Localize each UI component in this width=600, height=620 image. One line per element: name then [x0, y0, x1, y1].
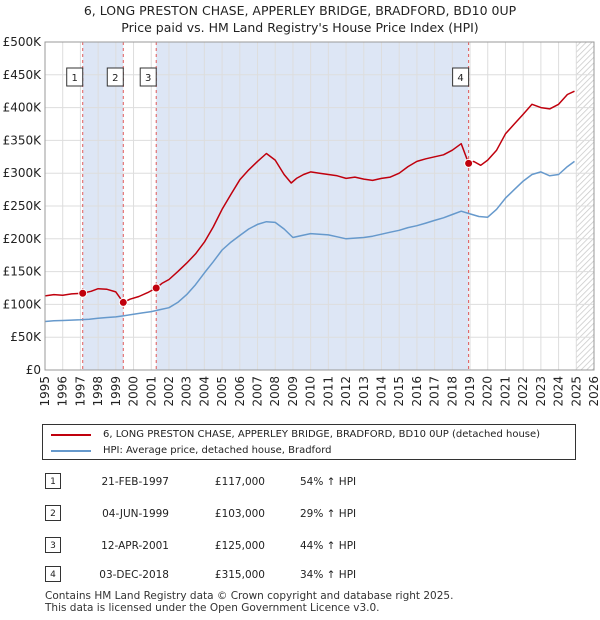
x-tick-label: 2000 — [127, 376, 141, 407]
legend-label-property: 6, LONG PRESTON CHASE, APPERLEY BRIDGE, … — [103, 429, 541, 440]
sale-marker-box — [452, 67, 470, 87]
x-tick-label: 2011 — [321, 376, 335, 407]
x-tick-label: 2012 — [339, 376, 353, 407]
legend-label-hpi: HPI: Average price, detached house, Brad… — [103, 445, 332, 456]
x-tick-label: 2004 — [197, 376, 211, 407]
x-tick-label: 2022 — [516, 376, 530, 407]
sale-marker-number: 2 — [112, 73, 118, 84]
sale-number-badge: 3 — [45, 537, 61, 553]
sale-marker-box — [106, 67, 124, 87]
sale-price: £125,000 — [214, 540, 265, 552]
x-tick-label: 2020 — [481, 376, 495, 407]
table-row: 3 12-APR-2001 £125,000 44% ↑ HPI — [45, 536, 425, 556]
y-tick-label: £250K — [3, 199, 43, 213]
x-tick-label: 2008 — [268, 376, 282, 407]
x-tick-label: 2025 — [569, 376, 583, 407]
hpi-line — [45, 160, 575, 323]
sale-marker-number: 1 — [72, 73, 78, 84]
x-tick-label: 2023 — [534, 376, 548, 407]
x-tick-label: 1995 — [38, 376, 52, 407]
plot-frame — [44, 41, 595, 371]
x-tick-label: 2009 — [286, 376, 300, 407]
x-tick-label: 2014 — [374, 376, 388, 407]
sale-date: 12-APR-2001 — [101, 540, 169, 552]
y-tick-label: £0 — [26, 363, 41, 377]
sale-point — [464, 158, 474, 168]
x-tick-label: 2002 — [162, 376, 176, 407]
sale-number-badge: 1 — [45, 473, 61, 489]
x-tick-label: 2021 — [498, 376, 512, 407]
sale-hpi-change: 44% ↑ HPI — [300, 540, 357, 552]
x-tick-label: 2001 — [144, 376, 158, 407]
price-chart: 1 2 3 4 £0 £50K £100K £150K £200K £250K £300K £350… — [3, 35, 600, 407]
table-row: 2 04-JUN-1999 £103,000 29% ↑ HPI — [45, 504, 425, 524]
x-tick-label: 2006 — [233, 376, 247, 407]
sale-point — [118, 297, 128, 307]
sale-date: 03-DEC-2018 — [99, 569, 169, 581]
x-tick-label: 2007 — [251, 376, 265, 407]
y-tick-label: £50K — [10, 330, 42, 344]
sale-marker-box — [66, 67, 84, 87]
x-tick-label: 2013 — [357, 376, 371, 407]
x-tick-label: 2005 — [215, 376, 229, 407]
sale-marker-number: 3 — [145, 73, 151, 84]
x-tick-label: 2024 — [552, 376, 566, 407]
sale-hpi-change: 54% ↑ HPI — [300, 476, 357, 488]
chart-subtitle: Price paid vs. HM Land Registry's House … — [121, 20, 479, 35]
sale-point — [151, 283, 161, 293]
x-tick-label: 2003 — [180, 376, 194, 407]
sale-number-badge: 4 — [45, 566, 61, 582]
y-tick-label: £500K — [3, 35, 43, 49]
y-tick-label: £300K — [3, 166, 43, 180]
sale-hpi-change: 29% ↑ HPI — [300, 508, 357, 520]
x-tick-label: 1999 — [109, 376, 123, 407]
y-tick-label: £200K — [3, 232, 43, 246]
table-row: 1 21-FEB-1997 £117,000 54% ↑ HPI — [45, 472, 425, 492]
x-tick-label: 2015 — [392, 376, 406, 407]
footer-copyright: Contains HM Land Registry data © Crown c… — [45, 590, 454, 602]
y-tick-label: £150K — [3, 265, 43, 279]
footer-licence: This data is licensed under the Open Gov… — [45, 602, 380, 614]
y-tick-label: £450K — [3, 68, 43, 82]
sale-date: 21-FEB-1997 — [101, 476, 169, 488]
sale-marker-number: 4 — [457, 73, 463, 84]
sale-price: £103,000 — [214, 508, 265, 520]
x-tick-label: 1996 — [56, 376, 70, 407]
x-tick-label: 2016 — [410, 376, 424, 407]
sale-point — [78, 288, 88, 298]
legend-swatch-hpi — [51, 450, 91, 452]
y-tick-label: £100K — [3, 297, 43, 311]
property-price-line — [45, 90, 575, 304]
x-tick-label: 2010 — [304, 376, 318, 407]
sale-price: £315,000 — [214, 569, 265, 581]
table-row: 4 03-DEC-2018 £315,000 34% ↑ HPI — [45, 565, 425, 585]
sale-date: 04-JUN-1999 — [102, 508, 169, 520]
x-tick-label: 1997 — [73, 376, 87, 407]
y-tick-label: £350K — [3, 133, 43, 147]
sale-hpi-change: 34% ↑ HPI — [300, 569, 357, 581]
legend: 6, LONG PRESTON CHASE, APPERLEY BRIDGE, … — [42, 424, 576, 460]
x-tick-label: 2019 — [463, 376, 477, 407]
x-tick-label: 2026 — [587, 376, 600, 407]
x-tick-label: 2018 — [445, 376, 459, 407]
sale-number-badge: 2 — [45, 505, 61, 521]
y-tick-label: £400K — [3, 101, 43, 115]
x-tick-label: 1998 — [91, 376, 105, 407]
sale-marker-box — [139, 67, 157, 87]
chart-title: 6, LONG PRESTON CHASE, APPERLEY BRIDGE, … — [83, 3, 517, 18]
x-tick-label: 2017 — [428, 376, 442, 407]
sale-price: £117,000 — [214, 476, 265, 488]
legend-swatch-property — [51, 434, 91, 436]
